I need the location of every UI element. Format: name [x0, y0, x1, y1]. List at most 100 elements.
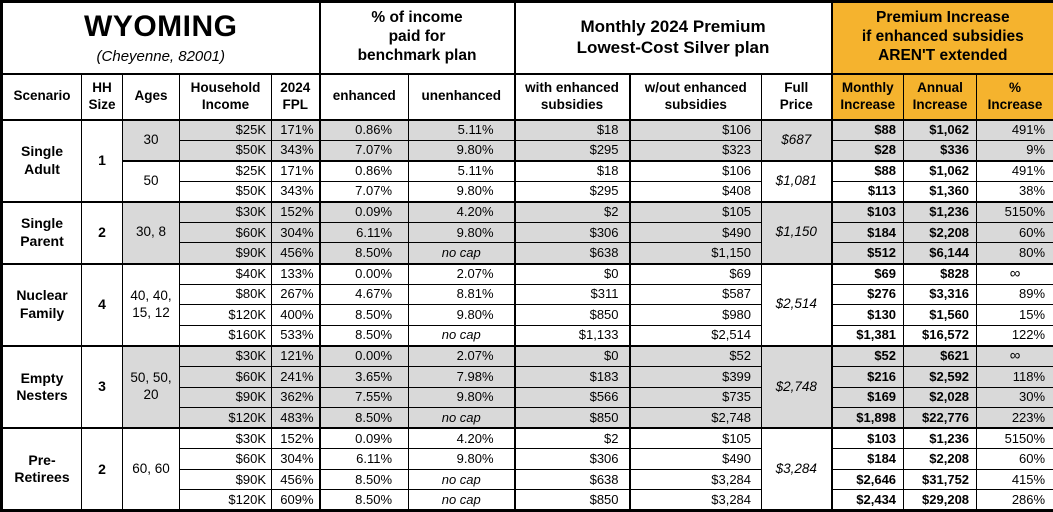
- cell-ages: 60, 60: [122, 427, 180, 512]
- cell-with-sub: $306: [514, 448, 631, 470]
- cell-fpl: 241%: [270, 365, 321, 388]
- cell-ann-increase: $1,360: [903, 180, 978, 203]
- cell-enh: 0.86%: [319, 118, 410, 141]
- cell-scenario: Empty Nesters: [1, 344, 82, 429]
- cell-scenario: Single Parent: [1, 200, 82, 265]
- table-row: Single Adult 1 30 $25K 171% 0.86% 5.11% $18 $106…: [1, 118, 1053, 203]
- cell-enh: 0.86%: [319, 159, 410, 182]
- cell-ann-increase: $3,316: [903, 283, 978, 306]
- cell-ann-increase: $6,144: [903, 242, 978, 265]
- cell-ann-increase: $1,560: [903, 304, 978, 326]
- cell-income: $25K: [179, 159, 272, 182]
- cell-ann-increase: $29,208: [903, 489, 978, 511]
- cell-enh: 8.50%: [319, 324, 410, 347]
- cell-enh: 6.11%: [319, 221, 410, 244]
- cell-pct-increase: 5150%: [976, 200, 1053, 223]
- cell-unenh: 4.20%: [408, 427, 516, 450]
- cell-ages: 40, 40, 15, 12: [122, 262, 180, 347]
- cell-with-sub: $638: [514, 242, 631, 265]
- cell-wout-sub: $3,284: [629, 489, 763, 511]
- cell-income: $30K: [179, 427, 272, 450]
- cell-pct-increase: 9%: [976, 139, 1053, 162]
- cell-enh: 4.67%: [319, 283, 410, 306]
- cell-pct-increase: 118%: [976, 365, 1053, 388]
- cell-pct-increase: ∞: [976, 344, 1053, 367]
- cell-mon-increase: $2,646: [831, 468, 905, 491]
- cell-with-sub: $638: [514, 468, 631, 491]
- cell-ann-increase: $16,572: [903, 324, 978, 347]
- col-header-with-enhanced-subsidies: with enhanced subsidies: [514, 73, 631, 121]
- table-row: $60K 304% 6.11% 9.80% $306 $490 $184 $2,208 60%: [2, 221, 1053, 244]
- cell-hh-size: 4: [81, 262, 123, 347]
- cell-enh: 8.50%: [319, 489, 410, 511]
- cell-pct-increase: 30%: [976, 386, 1053, 409]
- cell-ages: 30, 8: [122, 200, 180, 265]
- col-header-household-income: Household Income: [179, 73, 272, 121]
- cell-enh: 7.07%: [319, 139, 410, 162]
- cell-wout-sub: $587: [629, 283, 763, 306]
- cell-scenario: Pre-Retirees: [1, 427, 82, 512]
- cell-unenh: 2.07%: [408, 344, 516, 367]
- cell-fpl: 304%: [270, 221, 321, 244]
- col-header-unenhanced: unenhanced: [408, 73, 516, 121]
- col-header-full-price: Full Price: [761, 73, 833, 121]
- cell-mon-increase: $276: [831, 283, 905, 306]
- cell-mon-increase: $88: [831, 118, 905, 141]
- col-header-hh-size: HH Size: [81, 73, 123, 121]
- cell-full-price: $2,514: [761, 262, 833, 347]
- header-group-income-pct: % of income paid for benchmark plan: [319, 1, 516, 75]
- cell-pct-increase: 38%: [976, 180, 1053, 203]
- col-header-wout-enhanced-subsidies: w/out enhanced subsidies: [629, 73, 763, 121]
- cell-fpl: 400%: [270, 304, 321, 326]
- cell-pct-increase: 89%: [976, 283, 1053, 306]
- cell-enh: 7.55%: [319, 386, 410, 409]
- cell-ann-increase: $2,208: [903, 448, 978, 470]
- cell-wout-sub: $105: [629, 200, 763, 223]
- cell-ann-increase: $1,236: [903, 200, 978, 223]
- cell-ann-increase: $828: [903, 262, 978, 285]
- cell-fpl: 133%: [270, 262, 321, 285]
- col-header-monthly-increase: Monthly Increase: [831, 73, 905, 121]
- cell-with-sub: $18: [514, 159, 631, 182]
- cell-fpl: 171%: [270, 159, 321, 182]
- cell-hh-size: 1: [81, 118, 123, 203]
- cell-with-sub: $2: [514, 200, 631, 223]
- cell-fpl: 456%: [270, 242, 321, 265]
- cell-mon-increase: $2,434: [831, 489, 905, 511]
- cell-income: $30K: [179, 344, 272, 367]
- cell-unenh: no cap: [408, 324, 516, 347]
- col-header-annual-increase: Annual Increase: [903, 73, 978, 121]
- cell-with-sub: $850: [514, 407, 631, 429]
- cell-fpl: 533%: [270, 324, 321, 347]
- cell-enh: 0.00%: [319, 262, 410, 285]
- cell-unenh: 9.80%: [408, 221, 516, 244]
- cell-hh-size: 3: [81, 344, 123, 429]
- cell-unenh: 9.80%: [408, 448, 516, 470]
- cell-wout-sub: $52: [629, 344, 763, 367]
- cell-unenh: 9.80%: [408, 386, 516, 409]
- cell-with-sub: $18: [514, 118, 631, 141]
- cell-ann-increase: $2,028: [903, 386, 978, 409]
- cell-ann-increase: $621: [903, 344, 978, 367]
- col-header-scenario: Scenario: [1, 73, 82, 121]
- cell-mon-increase: $169: [831, 386, 905, 409]
- cell-pct-increase: 60%: [976, 448, 1053, 470]
- cell-with-sub: $0: [514, 344, 631, 367]
- cell-fpl: 609%: [270, 489, 321, 511]
- cell-pct-increase: 286%: [976, 489, 1053, 511]
- header-group-increase: Premium Increase if enhanced subsidies A…: [831, 1, 1053, 75]
- cell-wout-sub: $490: [629, 221, 763, 244]
- cell-mon-increase: $216: [831, 365, 905, 388]
- cell-unenh: 9.80%: [408, 139, 516, 162]
- cell-enh: 0.09%: [319, 427, 410, 450]
- col-header-2024-fpl: 2024 FPL: [270, 73, 321, 121]
- cell-income: $120K: [179, 407, 272, 429]
- cell-income: $60K: [179, 448, 272, 470]
- cell-wout-sub: $106: [629, 118, 763, 141]
- state-header: WYOMING (Cheyenne, 82001): [0, 1, 321, 75]
- cell-unenh: no cap: [408, 468, 516, 491]
- cell-wout-sub: $3,284: [629, 468, 763, 491]
- cell-wout-sub: $2,514: [629, 324, 763, 347]
